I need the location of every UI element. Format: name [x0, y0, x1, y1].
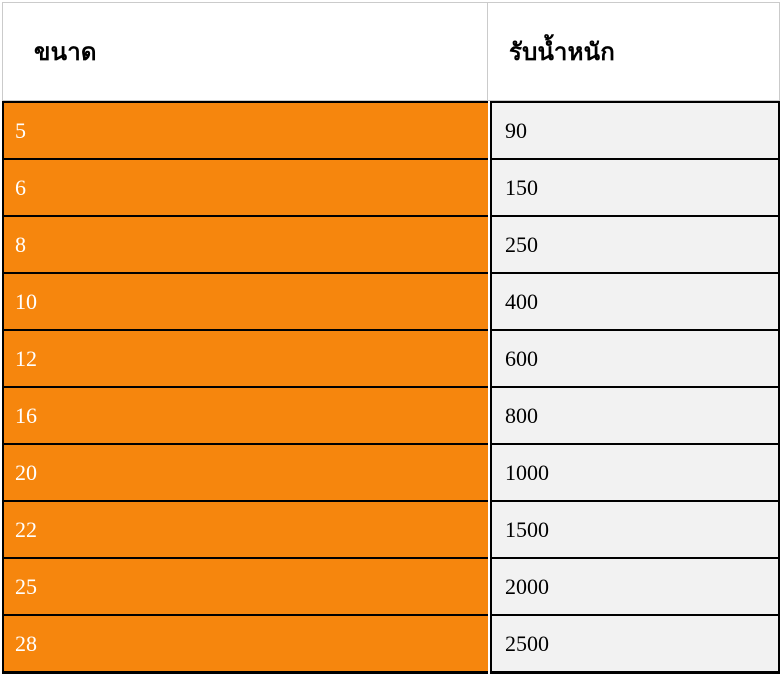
size-cell: 12: [2, 329, 488, 386]
capacity-cell: 1000: [490, 443, 780, 500]
capacity-cell: 90: [490, 101, 780, 158]
size-cell: 22: [2, 500, 488, 557]
table-header-row: ขนาด รับน้ำหนัก: [2, 2, 780, 101]
size-cell: 16: [2, 386, 488, 443]
size-cell: 10: [2, 272, 488, 329]
size-cell: 20: [2, 443, 488, 500]
table-row: 22 1500: [2, 500, 780, 557]
capacity-cell: 400: [490, 272, 780, 329]
size-cell: 6: [2, 158, 488, 215]
table-row: 12 600: [2, 329, 780, 386]
table-row: 5 90: [2, 101, 780, 158]
table-row: 10 400: [2, 272, 780, 329]
capacity-cell: 150: [490, 158, 780, 215]
capacity-cell: 1500: [490, 500, 780, 557]
table-row: 6 150: [2, 158, 780, 215]
size-cell: 5: [2, 101, 488, 158]
size-cell: 8: [2, 215, 488, 272]
table-row: 20 1000: [2, 443, 780, 500]
size-cell: 28: [2, 614, 488, 674]
size-cell: 25: [2, 557, 488, 614]
table-row: 8 250: [2, 215, 780, 272]
column-header-capacity: รับน้ำหนัก: [509, 39, 615, 66]
capacity-cell: 600: [490, 329, 780, 386]
column-header-size: ขนาด: [3, 3, 488, 100]
capacity-cell: 250: [490, 215, 780, 272]
capacity-cell: 2500: [490, 614, 780, 674]
table-row: 16 800: [2, 386, 780, 443]
table-row: 25 2000: [2, 557, 780, 614]
capacity-cell: 2000: [490, 557, 780, 614]
table-row: 28 2500: [2, 614, 780, 674]
capacity-cell: 800: [490, 386, 780, 443]
